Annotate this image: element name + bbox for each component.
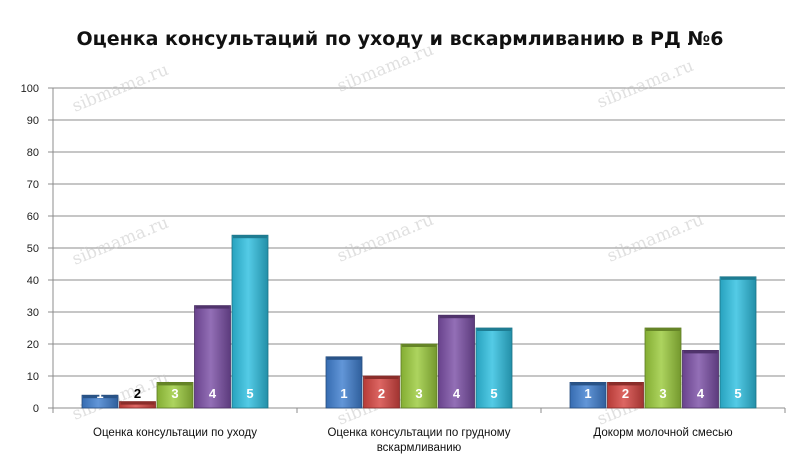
bar-4 [194, 305, 231, 409]
bar-5 [719, 276, 757, 409]
bar-series-label: 2 [622, 386, 629, 401]
watermark-text: sibmama.ru [604, 210, 706, 267]
bar-series-label: 4 [209, 386, 217, 401]
bar-top-edge [83, 395, 117, 399]
bar-1 [325, 356, 363, 409]
bar-2 [363, 375, 400, 409]
watermark-text: sibmama.ru [334, 210, 436, 267]
bar-top-edge [608, 382, 643, 386]
watermark-text: sibmama.ru [594, 56, 696, 113]
bar-series-label: 3 [415, 386, 422, 401]
y-tick-label: 70 [27, 179, 39, 191]
y-tick-label: 40 [27, 275, 39, 287]
bar-1 [569, 381, 607, 409]
bar-4 [682, 349, 719, 409]
y-tick-label: 80 [27, 147, 39, 159]
bar-3 [400, 343, 438, 409]
y-tick-label: 10 [27, 371, 39, 383]
bar-layer [81, 234, 757, 409]
bar-series-label: 3 [171, 386, 178, 401]
y-tick-label: 50 [27, 243, 39, 255]
bar-series-label: 3 [659, 386, 666, 401]
bar-series-label: 4 [453, 386, 461, 401]
bar-series-label: 1 [340, 386, 347, 401]
bar-3 [644, 327, 682, 409]
y-tick-label: 20 [27, 339, 39, 351]
category-label: Докорм молочной смесью [593, 427, 733, 439]
y-tick-label: 0 [33, 403, 39, 415]
watermark-layer: sibmama.ru sibmama.ru sibmama.ru sibmama.ru… [69, 40, 706, 430]
watermark-text: sibmama.ru [69, 213, 171, 270]
y-tick-label: 60 [27, 211, 39, 223]
y-tick-label: 90 [27, 115, 39, 127]
y-tick-label: 100 [21, 83, 39, 95]
bar-top-edge [402, 344, 436, 347]
bar-top-edge [195, 305, 230, 309]
y-tick-label: 30 [27, 307, 39, 319]
bar-4 [438, 314, 475, 409]
bar-series-label: 2 [378, 386, 385, 401]
bar-top-edge [327, 356, 361, 360]
bar-top-edge [646, 328, 680, 331]
bar-series-label: 5 [246, 386, 253, 401]
category-label: Оценка консультации по грудному [327, 427, 510, 439]
bar-3 [156, 381, 194, 409]
bar-series-label: 2 [134, 386, 141, 401]
bar-series-label: 5 [734, 386, 741, 401]
bar-top-edge [120, 401, 155, 405]
bar-5 [231, 234, 269, 409]
bar-top-edge [364, 376, 399, 379]
category-label: Оценка консультации по уходу [93, 427, 257, 439]
bar-top-edge [571, 382, 605, 386]
bar-top-edge [439, 315, 474, 319]
chart-title: Оценка консультаций по уходу и вскармлив… [76, 28, 724, 50]
bar-series-label: 5 [490, 386, 497, 401]
bar-top-edge [721, 276, 755, 280]
label-layer: 1 2 3 4 5 1 2 3 4 5 1 2 3 4 5 [96, 386, 741, 401]
bar-top-edge [683, 350, 718, 354]
bar-top-edge [477, 328, 511, 331]
bar-series-label: 1 [584, 386, 591, 401]
bar-top-edge [233, 235, 267, 239]
bar-series-label: 1 [96, 386, 103, 401]
category-label: вскармливанию [377, 442, 462, 454]
bar-top-edge [158, 382, 192, 386]
bar-series-label: 4 [697, 386, 705, 401]
